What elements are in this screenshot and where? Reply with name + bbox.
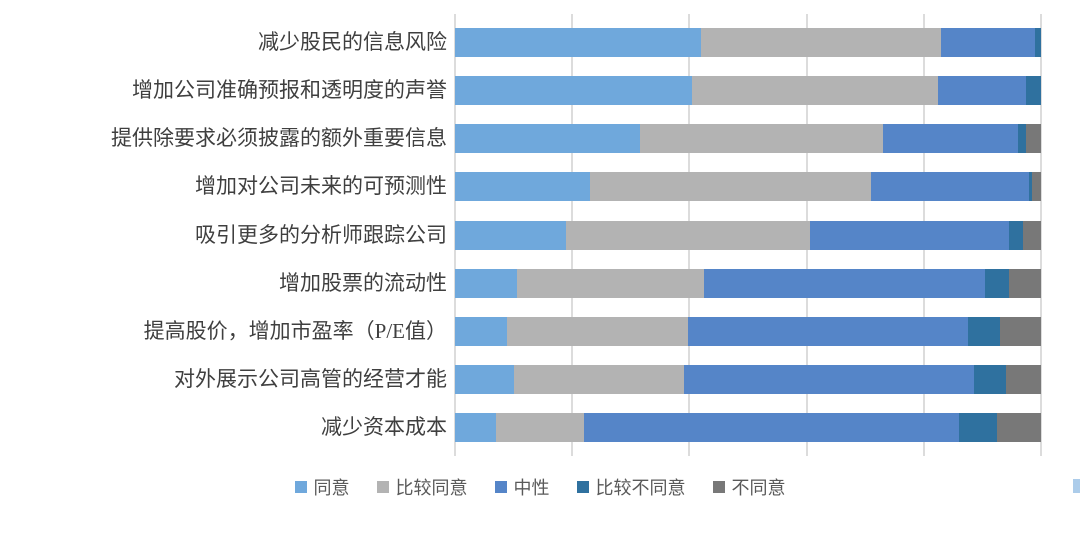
category-axis: 减少股民的信息风险增加公司准确预报和透明度的声誉提供除要求必须披露的额外重要信息…: [0, 14, 447, 456]
bar-segment-series-2: [882, 124, 1018, 154]
category-label: 提供除要求必须披露的额外重要信息: [111, 126, 447, 151]
legend-label: 比较不同意: [595, 478, 686, 498]
category-label: 减少资本成本: [321, 415, 447, 440]
bar-segment-series-3: [1008, 220, 1024, 250]
bar-segment-series-2: [583, 413, 959, 443]
bar-row: [455, 124, 1041, 154]
bar-segment-series-2: [683, 365, 974, 395]
category-label: 增加对公司未来的可预测性: [195, 174, 447, 199]
bar-segment-series-2: [941, 28, 1036, 57]
legend-swatch-icon: [376, 481, 389, 493]
bar-segment-series-1: [639, 124, 883, 154]
bar-segment-series-0: [455, 413, 497, 443]
bar-row: [455, 316, 1041, 346]
bar-row: [455, 172, 1041, 202]
legend-item-2: 中性: [494, 474, 550, 500]
bar-segment-series-3: [968, 316, 1001, 346]
legend-item-4: 不同意: [712, 474, 786, 500]
bar-segment-series-2: [688, 316, 969, 346]
category-label: 吸引更多的分析师跟踪公司: [195, 222, 447, 247]
bar-segment-series-3: [1026, 76, 1041, 106]
legend-swatch-icon: [712, 481, 725, 493]
category-label: 增加股票的流动性: [279, 270, 447, 295]
bar-row: [455, 365, 1041, 395]
bar-segment-series-1: [701, 28, 942, 57]
bar-segment-series-3: [1017, 124, 1027, 154]
bar-segment-series-3: [1035, 28, 1041, 57]
bar-segment-series-4: [1032, 172, 1041, 202]
plot-area: [454, 14, 1042, 456]
category-label: 增加公司准确预报和透明度的声誉: [132, 78, 447, 103]
bar-segment-series-1: [516, 268, 705, 298]
gridline-100pct: [1040, 14, 1042, 456]
bar-segment-series-2: [809, 220, 1009, 250]
bar-segment-series-0: [455, 365, 514, 395]
bar-segment-series-0: [455, 316, 508, 346]
bar-segment-series-0: [455, 76, 693, 106]
legend-item-1: 比较同意: [376, 474, 468, 500]
category-label: 对外展示公司高管的经营才能: [174, 367, 447, 392]
bar-segment-series-4: [1008, 268, 1041, 298]
legend-swatch-icon: [576, 481, 589, 493]
bar-segment-series-3: [958, 413, 998, 443]
legend-label: 比较同意: [395, 478, 468, 498]
bar-segment-series-2: [704, 268, 986, 298]
bar-row: [455, 220, 1041, 250]
legend-label: 中性: [513, 478, 550, 498]
bar-segment-series-0: [455, 268, 517, 298]
legend: 同意 比较同意 中性 比较不同意 不同意: [0, 473, 1080, 501]
bar-segment-series-3: [1029, 172, 1033, 202]
category-label: 提高股价，增加市盈率（P/E值）: [143, 318, 447, 343]
bar-segment-series-1: [496, 413, 584, 443]
bar-row: [455, 28, 1041, 57]
bar-segment-series-4: [1000, 316, 1041, 346]
legend-swatch-icon: [494, 481, 507, 493]
bar-segment-series-0: [455, 124, 640, 154]
legend-item-0: 同意: [294, 474, 350, 500]
bar-segment-series-4: [1023, 220, 1041, 250]
bar-segment-series-4: [1026, 124, 1041, 154]
bar-segment-series-0: [455, 28, 702, 57]
bar-segment-series-2: [871, 172, 1030, 202]
bar-segment-series-1: [566, 220, 810, 250]
bar-segment-series-4: [1005, 365, 1041, 395]
legend-item-3: 比较不同意: [576, 474, 686, 500]
bar-segment-series-2: [938, 76, 1027, 106]
bar-segment-series-1: [589, 172, 872, 202]
bar-row: [455, 76, 1041, 106]
legend-label: 不同意: [731, 478, 786, 498]
clipped-edge-artifact: [1073, 479, 1080, 493]
bar-segment-series-4: [997, 413, 1041, 443]
legend-swatch-icon: [294, 481, 307, 493]
category-label: 减少股民的信息风险: [258, 30, 447, 54]
bar-segment-series-0: [455, 172, 590, 202]
bar-segment-series-1: [513, 365, 684, 395]
bar-segment-series-3: [985, 268, 1009, 298]
legend-label: 同意: [313, 478, 350, 498]
bar-segment-series-3: [973, 365, 1006, 395]
bar-segment-series-1: [507, 316, 689, 346]
bar-row: [455, 268, 1041, 298]
bar-row: [455, 413, 1041, 443]
bar-segment-series-0: [455, 220, 567, 250]
bar-segment-series-1: [692, 76, 939, 106]
